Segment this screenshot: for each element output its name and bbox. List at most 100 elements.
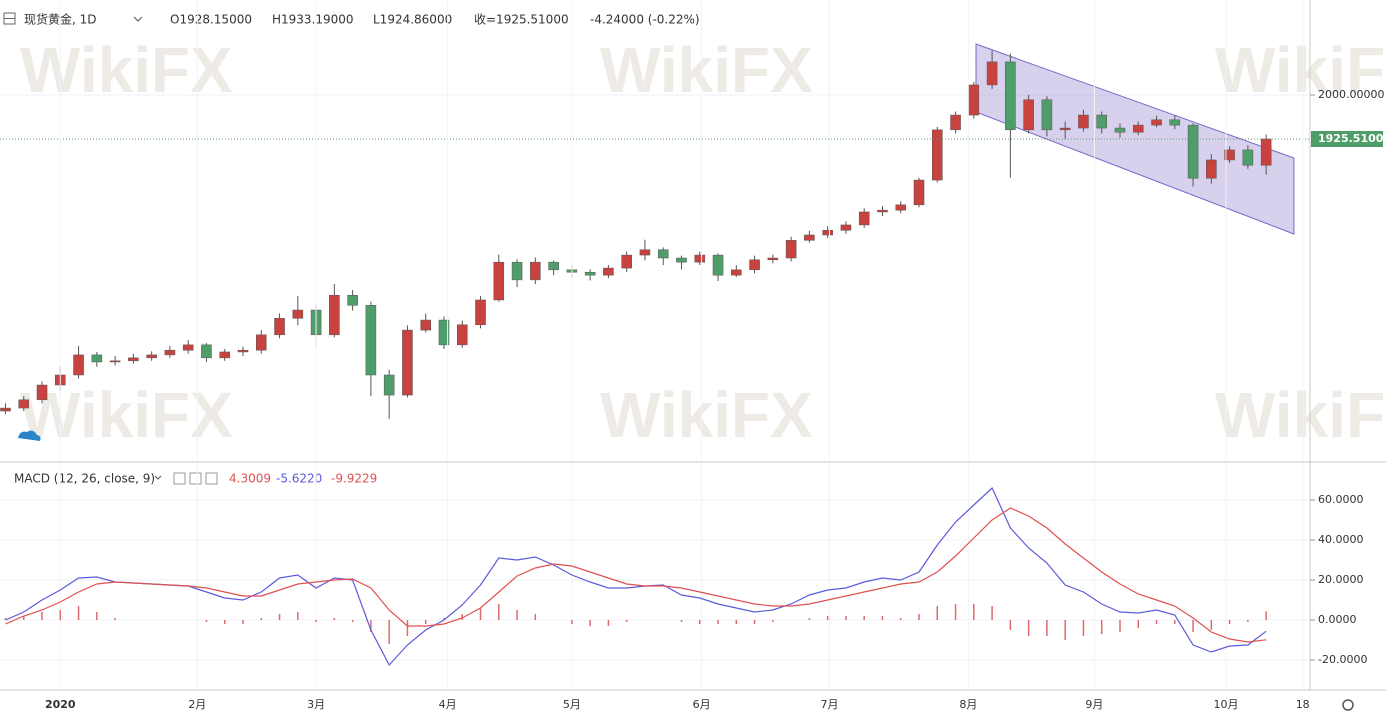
candle-body [347,294,358,306]
x-tick-label: 6月 [693,698,711,711]
candle-body [913,179,925,206]
candle-body [1132,124,1144,133]
candle-body [1078,114,1089,129]
candle-body [201,344,212,359]
candle-body [383,374,395,396]
candle-body [420,319,431,331]
eye-icon[interactable] [173,472,186,485]
dropdown-icon[interactable] [154,475,162,480]
close-text: 收=1925.51000 [474,13,569,27]
x-tick-label: 2020 [45,698,76,711]
y-tick-label: 60.0000 [1318,493,1364,506]
x-tick-label: 10月 [1213,698,1238,711]
candle-body [1169,119,1181,126]
candle-body [128,357,139,362]
candle-body [18,399,30,409]
candle-body [274,318,285,336]
watermark: WikiFX [1215,34,1386,106]
candle-body [219,351,231,359]
x-tick-label: 2月 [188,698,206,711]
candle-body [329,294,340,336]
candle-body [530,261,541,281]
indicator-name[interactable]: MACD (12, 26, close, 9) [14,472,155,486]
candle-body [292,309,304,319]
candle-body [1114,127,1126,133]
candle-body [438,319,450,346]
watermarks: WikiFXWikiFXWikiFXWikiFXWikiFXWikiFX [20,34,1386,451]
candle-body [237,349,249,353]
candle-body [621,254,632,269]
candle-body [146,354,157,359]
candle-body [1242,149,1254,166]
logo-icon[interactable] [18,430,41,441]
last-price-box [1311,130,1383,147]
candle-body [804,234,815,241]
candle-body [1224,149,1235,161]
candle-body [1096,114,1107,129]
candle-body [676,257,687,263]
x-tick-label: 18 [1296,698,1310,711]
candle-body [456,324,468,346]
candle-body [511,261,523,281]
candle-body [402,329,413,396]
candle-body [73,354,84,376]
candle-body [1041,99,1053,131]
candle-body [1187,124,1199,179]
candle-body [493,261,505,301]
y-tick-label: 40.0000 [1318,533,1364,546]
high-text: H1933.19000 [272,13,354,27]
x-tick-label: 5月 [563,698,581,711]
x-tick-label: 7月 [820,698,838,711]
macd-line [5,486,1267,667]
x-tick-label: 8月 [959,698,977,711]
watermark: WikiFX [600,34,813,106]
candle-body [255,334,267,351]
candle-body [657,249,669,259]
y-tick-label: 2000.00000 [1318,88,1384,101]
low-text: L1924.86000 [373,13,452,27]
candle-body [1151,119,1162,126]
candle-body [639,249,651,256]
y-tick-label: 0.0000 [1318,613,1357,626]
candle-body [767,257,779,261]
candle-body [1206,159,1217,179]
candle-body [895,204,907,211]
last-price-label: 1925.51000 [1318,132,1386,145]
candle-body [164,349,176,356]
watermark: WikiFX [1215,379,1386,451]
macd-line [5,507,1267,643]
y-tick-label: 20.0000 [1318,573,1364,586]
watermark: WikiFX [600,379,813,451]
candle-body [968,84,980,116]
x-tick-label: 3月 [307,698,325,711]
candle-body [712,254,724,276]
candle-body [584,271,596,276]
close-icon[interactable] [205,472,218,485]
settings-icon[interactable] [189,472,202,485]
dropdown-icon[interactable] [133,16,143,22]
x-tick-label: 4月 [439,698,457,711]
change-text: -4.24000 (-0.22%) [590,13,700,27]
candle-body [1260,138,1272,166]
candle-body [785,240,797,259]
candle-body [950,114,961,131]
candle-body [109,360,121,363]
candle-body [877,209,888,213]
candle-body [365,305,377,376]
x-tick-label: 9月 [1085,698,1103,711]
candle-body [603,267,614,276]
candle-body [749,259,760,271]
candle-body [932,129,943,181]
settings-gear[interactable] [1342,699,1354,711]
candle-body [0,407,11,412]
candle-body [182,344,194,351]
candle-body [840,224,852,231]
watermark: WikiFX [20,379,233,451]
candle-body [475,299,486,326]
macd-value: -5.6220 [276,472,322,486]
candle-body [548,261,559,271]
candle-body [986,61,998,86]
candle-body [91,354,103,363]
candle-body [1005,61,1016,131]
